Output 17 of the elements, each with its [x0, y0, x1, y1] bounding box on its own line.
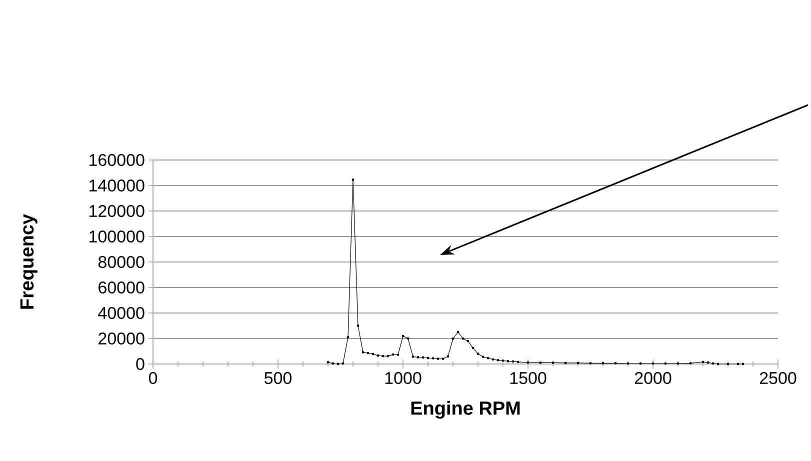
- x-tick-label: 1000: [385, 372, 422, 384]
- y-tick-label: 100000: [90, 230, 144, 243]
- y-tick-label: 40000: [98, 306, 144, 320]
- x-tick-label: 0: [148, 372, 158, 384]
- x-tick-label: 1500: [510, 372, 546, 384]
- y-tick-label: 160000: [90, 154, 144, 166]
- x-tick-label: 500: [264, 372, 292, 384]
- y-tick-label: 0: [136, 358, 144, 370]
- y-tick-label: 20000: [98, 332, 144, 345]
- x-tick-label: 2000: [634, 372, 672, 384]
- y-tick-label: 140000: [90, 179, 144, 192]
- x-axis-title: Engine RPM: [411, 400, 520, 419]
- y-tick-label: 60000: [98, 281, 144, 294]
- y-tick-label: 80000: [98, 256, 144, 268]
- x-tick-label: 2500: [760, 372, 796, 384]
- y-axis-title: Frequency: [20, 214, 38, 309]
- y-tick-label: 120000: [90, 204, 144, 218]
